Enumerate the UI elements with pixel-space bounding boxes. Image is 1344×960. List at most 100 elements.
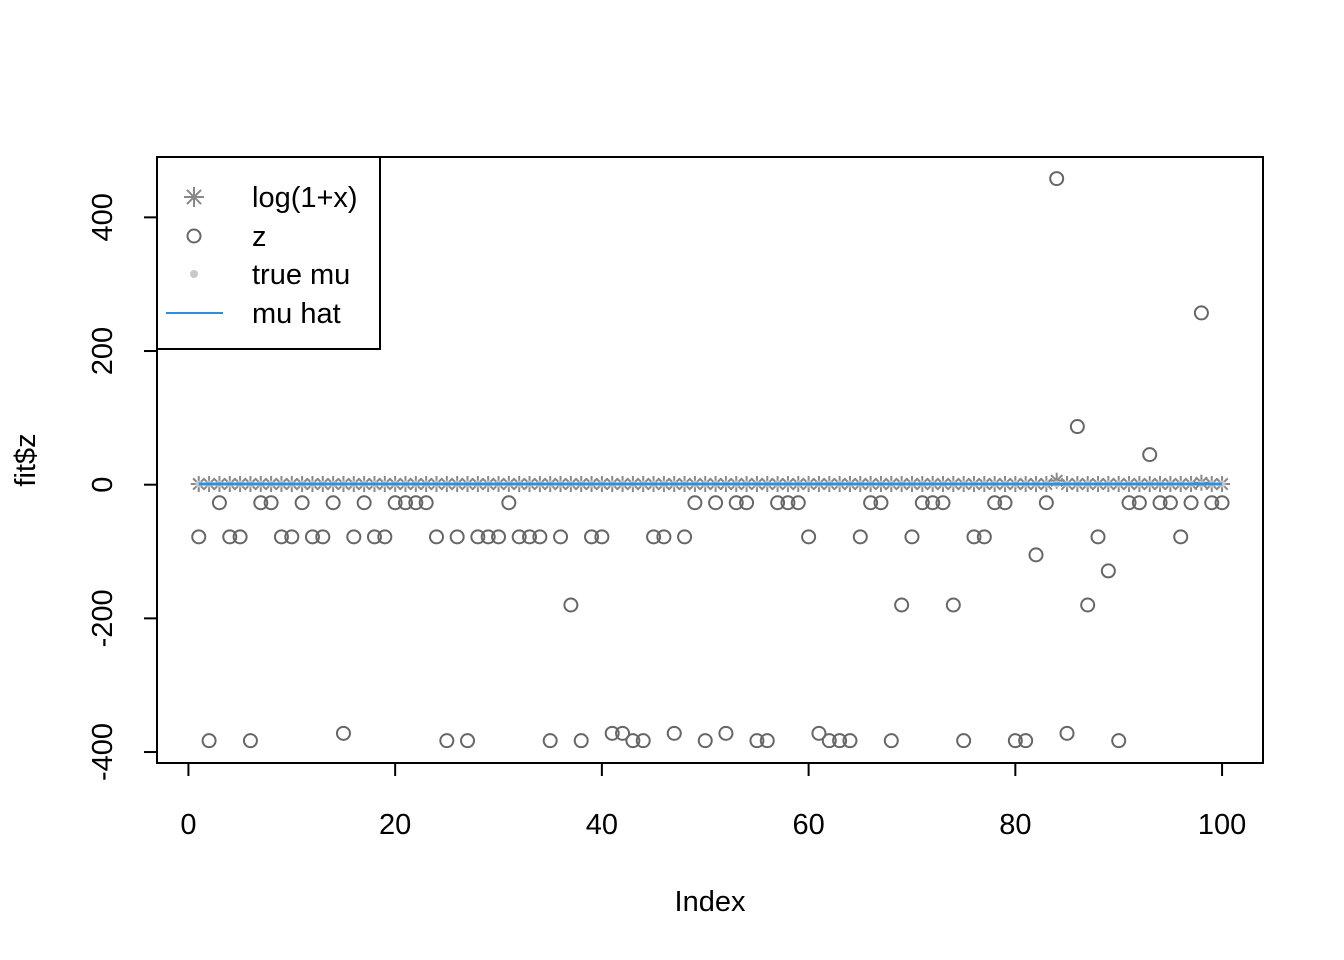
z-point xyxy=(1183,495,1199,511)
z-point xyxy=(615,725,631,741)
z-point xyxy=(894,597,910,613)
legend-circle-icon xyxy=(186,228,202,244)
z-point xyxy=(304,529,320,545)
legend-asterisk-icon xyxy=(184,187,204,207)
z-point xyxy=(480,529,496,545)
z-point xyxy=(594,529,610,545)
z-point xyxy=(366,529,382,545)
y-tick-label: 0 xyxy=(87,477,119,493)
z-point xyxy=(1214,495,1230,511)
x-tick-label: 60 xyxy=(792,809,824,841)
z-point xyxy=(273,529,289,545)
x-tick-label: 0 xyxy=(180,809,196,841)
z-point xyxy=(346,529,362,545)
z-point xyxy=(718,725,734,741)
z-point xyxy=(935,495,951,511)
z-point xyxy=(1204,495,1220,511)
z-point xyxy=(873,495,889,511)
z-point xyxy=(1059,725,1075,741)
z-point xyxy=(945,597,961,613)
z-point xyxy=(315,529,331,545)
legend: log(1+x) z true mu mu hat xyxy=(156,156,381,350)
z-point xyxy=(677,529,693,545)
z-point xyxy=(532,529,548,545)
z-point xyxy=(397,495,413,511)
legend-label: z xyxy=(252,221,267,253)
z-point xyxy=(1049,171,1065,187)
series-log1px xyxy=(190,472,1231,493)
z-point xyxy=(335,725,351,741)
z-point xyxy=(242,733,258,749)
z-point xyxy=(956,733,972,749)
y-tick-label: -200 xyxy=(87,589,119,647)
z-point xyxy=(325,495,341,511)
z-point xyxy=(770,495,786,511)
x-tick-label: 80 xyxy=(999,809,1031,841)
z-point xyxy=(914,495,930,511)
legend-dot-icon xyxy=(190,270,198,278)
z-point xyxy=(708,495,724,511)
z-point xyxy=(666,725,682,741)
legend-label: true mu xyxy=(252,259,350,291)
z-point xyxy=(356,495,372,511)
z-point xyxy=(739,495,755,511)
data-layer xyxy=(190,171,1231,749)
legend-entry: mu hat xyxy=(166,298,341,330)
z-point xyxy=(832,733,848,749)
z-point xyxy=(201,733,217,749)
z-point xyxy=(852,529,868,545)
z-point xyxy=(563,597,579,613)
z-point xyxy=(1162,495,1178,511)
z-point xyxy=(821,733,837,749)
x-axis-title: Index xyxy=(675,886,746,918)
z-point xyxy=(1173,529,1189,545)
z-point xyxy=(439,733,455,749)
z-point xyxy=(749,733,765,749)
z-point xyxy=(1100,563,1116,579)
x-tick-label: 40 xyxy=(586,809,618,841)
z-point xyxy=(801,529,817,545)
y-axis-title: fit$z xyxy=(10,433,42,486)
z-point xyxy=(1152,495,1168,511)
legend-entry: true mu xyxy=(190,259,350,291)
z-point xyxy=(1111,733,1127,749)
z-point xyxy=(925,495,941,511)
z-point xyxy=(904,529,920,545)
z-point xyxy=(790,495,806,511)
z-point xyxy=(1142,447,1158,463)
z-point xyxy=(1028,547,1044,563)
z-point xyxy=(1007,733,1023,749)
z-point xyxy=(811,725,827,741)
z-point xyxy=(842,733,858,749)
z-point xyxy=(553,529,569,545)
z-point xyxy=(263,495,279,511)
z-point xyxy=(222,529,238,545)
legend-label: mu hat xyxy=(252,298,341,330)
z-point xyxy=(625,733,641,749)
z-point xyxy=(1038,495,1054,511)
z-point xyxy=(542,733,558,749)
z-point xyxy=(1090,529,1106,545)
z-point xyxy=(966,529,982,545)
y-tick-label: 400 xyxy=(87,193,119,241)
x-tick-label: 20 xyxy=(379,809,411,841)
legend-entry: z xyxy=(186,221,267,253)
y-axis: -400 -200 0 200 400 xyxy=(87,193,158,781)
z-point xyxy=(1080,597,1096,613)
z-point xyxy=(522,529,538,545)
z-point xyxy=(211,495,227,511)
z-point xyxy=(883,733,899,749)
z-point xyxy=(1018,733,1034,749)
z-point xyxy=(1193,305,1209,321)
z-point xyxy=(728,495,744,511)
z-point xyxy=(759,733,775,749)
true-mu-point xyxy=(195,480,203,488)
z-point xyxy=(284,529,300,545)
z-point xyxy=(294,495,310,511)
z-point xyxy=(491,529,507,545)
z-point xyxy=(511,529,527,545)
z-point xyxy=(780,495,796,511)
z-point xyxy=(408,495,424,511)
z-point xyxy=(863,495,879,511)
